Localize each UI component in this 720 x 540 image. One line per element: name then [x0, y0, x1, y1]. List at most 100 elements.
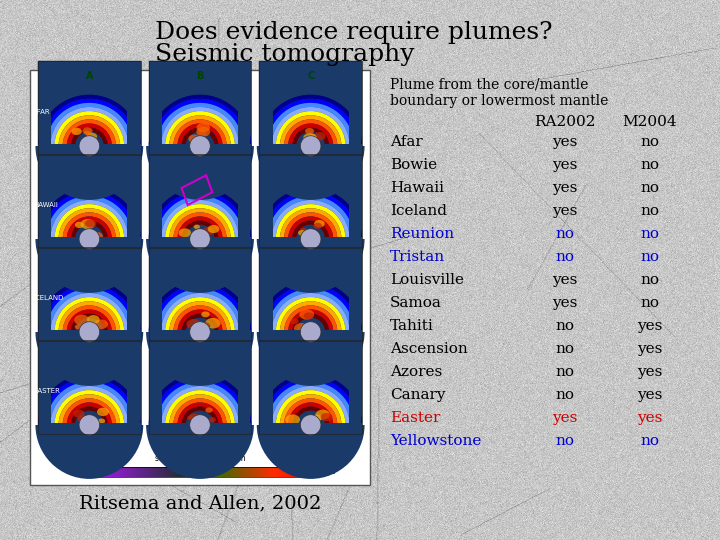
- Ellipse shape: [312, 415, 322, 422]
- Circle shape: [79, 415, 99, 435]
- Bar: [261, 382, 273, 425]
- Bar: [148, 61, 251, 154]
- Ellipse shape: [205, 408, 212, 413]
- Bar: [238, 197, 251, 239]
- Ellipse shape: [74, 315, 89, 326]
- Bar: [231, 467, 233, 477]
- Bar: [147, 467, 150, 477]
- Text: B: B: [197, 71, 204, 81]
- Wedge shape: [42, 285, 137, 332]
- Circle shape: [300, 229, 321, 249]
- Bar: [348, 289, 361, 332]
- Wedge shape: [280, 301, 341, 332]
- Bar: [259, 340, 362, 434]
- Wedge shape: [146, 332, 254, 386]
- Text: A: A: [86, 71, 93, 81]
- Ellipse shape: [86, 133, 97, 140]
- Bar: [150, 104, 162, 146]
- Bar: [229, 467, 231, 477]
- Bar: [301, 467, 304, 477]
- Circle shape: [79, 322, 99, 342]
- Text: no: no: [556, 342, 575, 356]
- Wedge shape: [55, 390, 125, 425]
- Bar: [261, 104, 273, 146]
- Text: yes: yes: [637, 342, 662, 356]
- Ellipse shape: [313, 223, 322, 229]
- Wedge shape: [284, 305, 338, 332]
- Text: ICELAND: ICELAND: [33, 295, 63, 301]
- Bar: [242, 467, 245, 477]
- Circle shape: [300, 322, 321, 342]
- Text: Plume from the core/mantle: Plume from the core/mantle: [390, 78, 588, 92]
- Text: Iceland: Iceland: [390, 204, 447, 218]
- Text: shear velocity variation: shear velocity variation: [155, 454, 246, 463]
- Ellipse shape: [298, 230, 306, 235]
- Bar: [286, 467, 289, 477]
- Bar: [165, 467, 168, 477]
- Text: no: no: [556, 388, 575, 402]
- Bar: [348, 104, 361, 146]
- Wedge shape: [146, 146, 254, 200]
- Bar: [148, 154, 251, 247]
- Ellipse shape: [87, 315, 100, 324]
- Wedge shape: [38, 94, 140, 146]
- Wedge shape: [284, 399, 338, 425]
- Bar: [348, 382, 361, 425]
- Wedge shape: [161, 107, 239, 146]
- Bar: [169, 467, 172, 477]
- Bar: [259, 247, 362, 341]
- Wedge shape: [271, 200, 350, 239]
- Bar: [161, 467, 163, 477]
- Circle shape: [190, 322, 210, 342]
- Text: Samoa: Samoa: [390, 296, 442, 310]
- Bar: [109, 467, 112, 477]
- Wedge shape: [292, 127, 329, 146]
- Wedge shape: [292, 314, 329, 332]
- Bar: [148, 340, 251, 434]
- Wedge shape: [67, 402, 112, 425]
- Text: HAWAII: HAWAII: [33, 202, 58, 208]
- Text: Tristan: Tristan: [390, 250, 445, 264]
- Wedge shape: [169, 301, 231, 332]
- Ellipse shape: [199, 130, 206, 136]
- Bar: [156, 467, 158, 477]
- Bar: [38, 423, 140, 434]
- Bar: [211, 467, 214, 477]
- Wedge shape: [276, 204, 346, 239]
- Wedge shape: [165, 204, 235, 239]
- Wedge shape: [50, 386, 128, 425]
- Bar: [238, 467, 240, 477]
- Wedge shape: [148, 281, 251, 332]
- Ellipse shape: [208, 225, 220, 233]
- Bar: [178, 467, 181, 477]
- Wedge shape: [71, 314, 108, 332]
- Wedge shape: [63, 305, 116, 332]
- Bar: [348, 197, 361, 239]
- Text: no: no: [641, 434, 660, 448]
- Bar: [96, 467, 99, 477]
- Wedge shape: [288, 402, 333, 425]
- Text: Louisville: Louisville: [390, 273, 464, 287]
- Bar: [238, 104, 251, 146]
- Bar: [186, 467, 189, 477]
- Wedge shape: [46, 382, 132, 425]
- Wedge shape: [63, 119, 116, 146]
- Wedge shape: [161, 200, 239, 239]
- Bar: [119, 467, 121, 477]
- Bar: [163, 467, 166, 477]
- Bar: [213, 467, 216, 477]
- Bar: [101, 467, 104, 477]
- Bar: [202, 467, 205, 477]
- Text: yes: yes: [552, 158, 577, 172]
- Text: no: no: [641, 227, 660, 241]
- Bar: [140, 467, 143, 477]
- Bar: [290, 467, 293, 477]
- Wedge shape: [71, 407, 108, 425]
- Wedge shape: [58, 115, 120, 146]
- Ellipse shape: [189, 414, 199, 421]
- Bar: [38, 61, 140, 154]
- Bar: [38, 340, 140, 434]
- Wedge shape: [264, 378, 358, 425]
- Bar: [268, 467, 271, 477]
- Bar: [189, 467, 192, 477]
